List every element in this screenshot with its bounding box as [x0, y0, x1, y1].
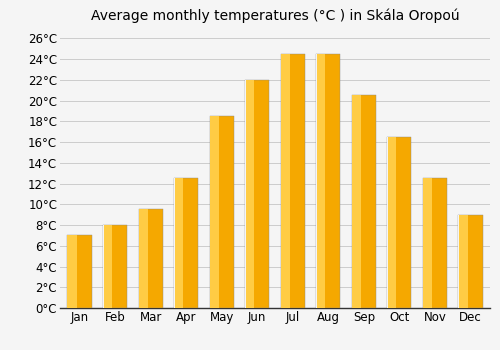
- Bar: [352, 96, 361, 308]
- Bar: [103, 225, 104, 308]
- Bar: [210, 116, 219, 308]
- Bar: [174, 178, 198, 308]
- Bar: [68, 236, 76, 308]
- Bar: [103, 225, 112, 308]
- Bar: [245, 80, 246, 308]
- Bar: [316, 54, 326, 308]
- Bar: [388, 137, 411, 308]
- Bar: [458, 215, 459, 308]
- Title: Average monthly temperatures (°C ) in Skála Oropoú: Average monthly temperatures (°C ) in Sk…: [90, 8, 460, 23]
- Bar: [458, 215, 468, 308]
- Bar: [210, 116, 234, 308]
- Bar: [68, 236, 92, 308]
- Bar: [174, 178, 184, 308]
- Bar: [138, 210, 162, 308]
- Bar: [245, 80, 254, 308]
- Bar: [316, 54, 340, 308]
- Bar: [423, 178, 424, 308]
- Bar: [458, 215, 482, 308]
- Bar: [388, 137, 396, 308]
- Bar: [280, 54, 290, 308]
- Bar: [245, 80, 270, 308]
- Bar: [423, 178, 432, 308]
- Bar: [138, 210, 139, 308]
- Bar: [138, 210, 147, 308]
- Bar: [352, 96, 376, 308]
- Bar: [280, 54, 305, 308]
- Bar: [316, 54, 317, 308]
- Bar: [423, 178, 447, 308]
- Bar: [103, 225, 127, 308]
